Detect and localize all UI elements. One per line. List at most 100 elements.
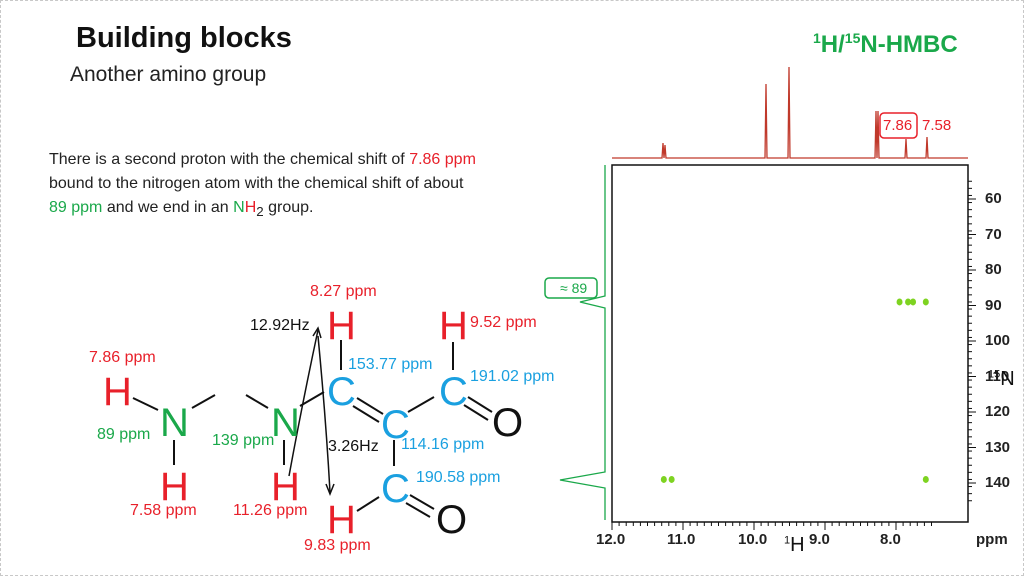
bond-c-h-bottom: [356, 496, 380, 512]
atom-o-1: O: [492, 401, 524, 445]
y-tick-label: 140: [985, 474, 1011, 491]
bond-c-c-double-2: [352, 405, 380, 423]
y-tick-label: 80: [985, 261, 1002, 278]
bond-n-half-left: [191, 394, 216, 409]
peak-label-boxed: 7.86: [883, 117, 913, 134]
bond-h-n-top: [132, 397, 159, 411]
x-axis-nucleus: H: [790, 534, 805, 556]
atom-c-2: C: [439, 370, 468, 414]
atom-c-1: C: [327, 370, 356, 414]
atom-h-nh2-top: H: [103, 370, 132, 414]
badge-sup-1: 1: [813, 30, 821, 46]
cross-peak: [905, 298, 912, 306]
atom-o-2: O: [436, 498, 468, 542]
atom-h-nh2-bottom: H: [160, 465, 189, 509]
label-c-2: 191.02 ppm: [470, 368, 555, 385]
atom-c-4: C: [381, 467, 410, 511]
badge-h: H/: [820, 31, 845, 58]
label-n-nh2: 89 ppm: [97, 426, 151, 443]
peak-highlight-box: [879, 112, 918, 139]
arrow-head-top: [312, 326, 322, 339]
coupling-arrow-12-92: [288, 329, 319, 477]
cross-peaks: [660, 298, 929, 483]
label-c-1: 153.77 ppm: [348, 356, 433, 373]
bond-c-o-double-4: [405, 502, 431, 518]
atom-h-bottom: H: [327, 498, 356, 542]
para-text-2: bound to the nitrogen atom with the chem…: [49, 175, 464, 192]
cross-peak: [660, 475, 667, 483]
atom-h-nh: H: [271, 465, 300, 509]
coupling-arrows: [288, 326, 335, 497]
bond-c-o-double-2: [463, 404, 489, 421]
para-n: N: [233, 199, 245, 216]
y-axis-sup: 15: [988, 368, 1001, 381]
para-text-1: There is a second proton with the chemic…: [49, 151, 410, 168]
coupling-arrow-3-26: [317, 335, 331, 493]
y-tick-label: 100: [985, 332, 1011, 349]
badge-sup-15: 15: [844, 30, 861, 46]
label-h-nh2-top: 7.86 ppm: [89, 349, 156, 366]
label-h-nh: 11.26 ppm: [233, 502, 308, 519]
experiment-badge: 1H/15N-HMBC: [813, 30, 958, 59]
y-tick-label: 90: [985, 296, 1002, 314]
x-unit-label: ppm: [976, 531, 1008, 548]
y-axis-nucleus: N: [1000, 368, 1015, 390]
cross-peak: [668, 475, 675, 483]
bond-c-o-double-3: [409, 494, 435, 510]
x-tick-label: 11.0: [667, 531, 696, 548]
label-h-top-left: 8.27 ppm: [310, 283, 377, 300]
para-value-nitrogen: 89 ppm: [49, 199, 103, 216]
x-tick-label: 8.0: [880, 531, 901, 548]
x-tick-label: 9.0: [809, 531, 830, 548]
label-c-4: 190.58 ppm: [416, 469, 501, 486]
label-n-nh: 139 ppm: [212, 432, 275, 449]
x-axis-label: 1H: [784, 534, 805, 557]
y-tick-label: 60: [985, 190, 1002, 207]
label-coupling-mid: 3.26Hz: [328, 438, 379, 455]
description-paragraph: There is a second proton with the chemic…: [49, 148, 539, 224]
molecule-bonds: [132, 340, 493, 518]
bond-n-c: [299, 391, 325, 407]
label-c-3: 114.16 ppm: [401, 436, 485, 453]
peak-label-plain: 7.58: [922, 117, 952, 134]
cross-peak: [910, 298, 917, 306]
atom-c-3: C: [381, 403, 410, 447]
cross-peak: [922, 475, 929, 483]
label-coupling-top: 12.92Hz: [250, 317, 310, 334]
y-tick-label: 130: [985, 438, 1011, 456]
bond-half-n: [245, 394, 269, 409]
slide-subtitle: Another amino group: [70, 63, 267, 86]
atom-h-top-left: H: [327, 304, 356, 348]
para-value-proton: 7.86 ppm: [409, 151, 476, 168]
x-tick-label: 12.0: [596, 531, 626, 548]
plot-frame: [611, 164, 969, 523]
proton-1d-trace: [612, 66, 968, 159]
badge-n: N-HMBC: [860, 31, 958, 58]
n-annotation-box: [544, 277, 598, 299]
y-tick-label: 70: [985, 225, 1002, 243]
atom-n-nh: N: [271, 401, 300, 445]
y-tick-label: 110: [985, 367, 1010, 385]
para-sub-2: 2: [256, 204, 264, 220]
y-axis-label: 15N: [988, 368, 1015, 391]
bond-c-c-double-1: [356, 397, 384, 415]
para-text-end: group.: [263, 199, 314, 216]
atom-n-nh2: N: [160, 401, 189, 445]
nitrogen-1d-trace: [559, 165, 606, 520]
label-h-bottom: 9.83 ppm: [304, 537, 371, 554]
x-tick-label: 10.0: [738, 531, 768, 548]
label-h-nh2-bottom: 7.58 ppm: [130, 502, 197, 519]
atom-h-top-right: H: [439, 304, 468, 348]
axis-ticks: [611, 180, 976, 530]
y-tick-label: 120: [985, 403, 1011, 420]
arrow-head-bottom: [325, 483, 335, 497]
para-h: H: [244, 199, 257, 216]
x-axis-sup: 1: [784, 534, 791, 547]
cross-peak: [922, 298, 929, 306]
n-annotation: ≈ 89: [560, 280, 588, 296]
slide-title: Building blocks: [76, 22, 292, 54]
para-text-3: and we end in an: [102, 199, 234, 216]
bond-c-o-double-1: [467, 396, 493, 413]
bond-c-c-right: [407, 396, 435, 413]
